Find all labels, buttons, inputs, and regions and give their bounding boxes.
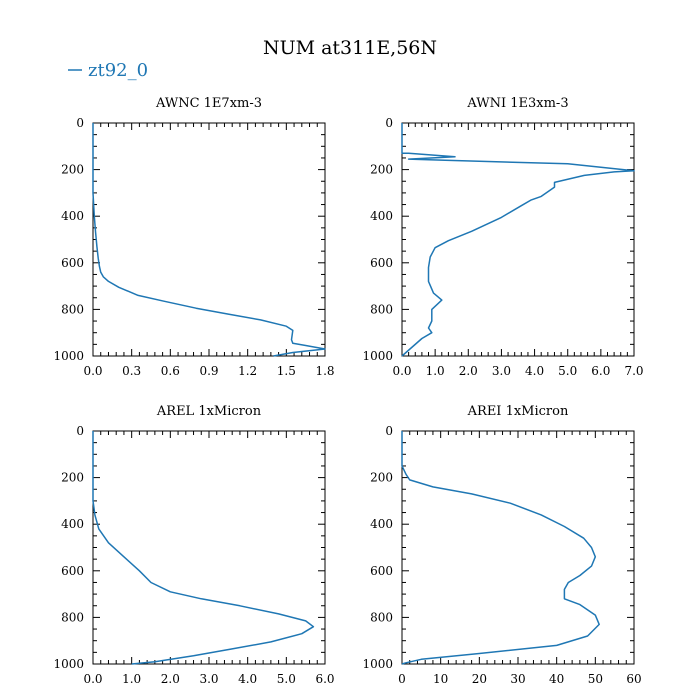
x-tick-label: 60: [626, 672, 641, 686]
y-tick-label: 0: [76, 424, 84, 438]
y-tick-label: 0: [385, 424, 393, 438]
x-tick-label: 1.8: [315, 364, 334, 378]
y-tick-label: 800: [61, 302, 84, 316]
y-tick-label: 400: [370, 517, 393, 531]
x-tick-label: 0.0: [83, 672, 102, 686]
x-tick-label: 7.0: [624, 364, 643, 378]
y-tick-label: 1000: [53, 349, 84, 363]
y-tick-label: 600: [370, 564, 393, 578]
y-tick-label: 800: [370, 302, 393, 316]
series-line-zt92_0: [92, 123, 326, 357]
y-tick-label: 200: [370, 471, 393, 485]
y-tick-label: 400: [61, 209, 84, 223]
y-tick-label: 0: [385, 116, 393, 130]
x-tick-label: 6.0: [591, 364, 610, 378]
plot-frame: [401, 430, 635, 665]
x-tick-label: 0.0: [83, 364, 102, 378]
x-tick-label: 1.2: [238, 364, 257, 378]
series-line-zt92_0: [401, 431, 600, 665]
panel-2: AWNI 1E3xm-3 0.0 1.0 2.0 3.0 4.0 5.0 6.0 7.0 0 200…: [362, 96, 643, 378]
x-tick-label: 1.0: [122, 672, 141, 686]
x-tick-label: 1.0: [426, 364, 445, 378]
x-tick-label: 20: [472, 672, 487, 686]
x-tick-label: 3.0: [492, 364, 511, 378]
x-tick-label: 50: [588, 672, 603, 686]
plot-frame: [92, 430, 326, 665]
series-line-zt92_0: [92, 431, 315, 665]
y-tick-label: 200: [370, 163, 393, 177]
panel-title: AREI 1xMicron: [467, 404, 569, 419]
x-tick-label: 1.5: [277, 364, 296, 378]
panel-1: AWNC 1E7xm-3 0.0 0.3 0.6 0.9 1.2 1.5 1.8 0 200 400…: [53, 96, 334, 378]
y-tick-label: 1000: [362, 657, 393, 671]
x-tick-label: 2.0: [459, 364, 478, 378]
x-tick-label: 4.0: [525, 364, 544, 378]
x-tick-label: 5.0: [277, 672, 296, 686]
figure-title: NUM at311E,56N: [263, 37, 437, 59]
panel-title: AREL 1xMicron: [156, 404, 262, 419]
x-tick-label: 0: [398, 672, 406, 686]
y-tick-label: 200: [61, 471, 84, 485]
y-tick-label: 400: [370, 209, 393, 223]
panel-3: AREL 1xMicron 0.0 1.0 2.0 3.0 4.0 5.0 6.0 0 200 40…: [53, 404, 334, 686]
y-tick-label: 600: [370, 256, 393, 270]
y-tick-label: 1000: [53, 657, 84, 671]
y-tick-label: 800: [370, 610, 393, 624]
y-tick-label: 400: [61, 517, 84, 531]
x-tick-label: 0.3: [122, 364, 141, 378]
y-tick-label: 0: [76, 116, 84, 130]
y-tick-label: 600: [61, 256, 84, 270]
x-tick-label: 0.0: [392, 364, 411, 378]
y-tick-label: 600: [61, 564, 84, 578]
x-tick-label: 4.0: [238, 672, 257, 686]
y-tick-label: 1000: [362, 349, 393, 363]
x-tick-label: 5.0: [558, 364, 577, 378]
x-tick-label: 2.0: [161, 672, 180, 686]
panel-title: AWNC 1E7xm-3: [155, 96, 262, 111]
x-tick-label: 0.6: [161, 364, 180, 378]
panel-title: AWNI 1E3xm-3: [466, 96, 568, 111]
x-tick-label: 6.0: [315, 672, 334, 686]
x-tick-label: 0.9: [199, 364, 218, 378]
x-tick-label: 3.0: [199, 672, 218, 686]
legend-label: zt92_0: [88, 60, 148, 81]
series-line-zt92_0: [401, 123, 635, 357]
y-tick-label: 800: [61, 610, 84, 624]
legend: zt92_0: [68, 60, 148, 81]
plot-frame: [92, 122, 326, 357]
x-tick-label: 10: [433, 672, 448, 686]
x-tick-label: 40: [549, 672, 564, 686]
x-tick-label: 30: [510, 672, 525, 686]
y-tick-label: 200: [61, 163, 84, 177]
